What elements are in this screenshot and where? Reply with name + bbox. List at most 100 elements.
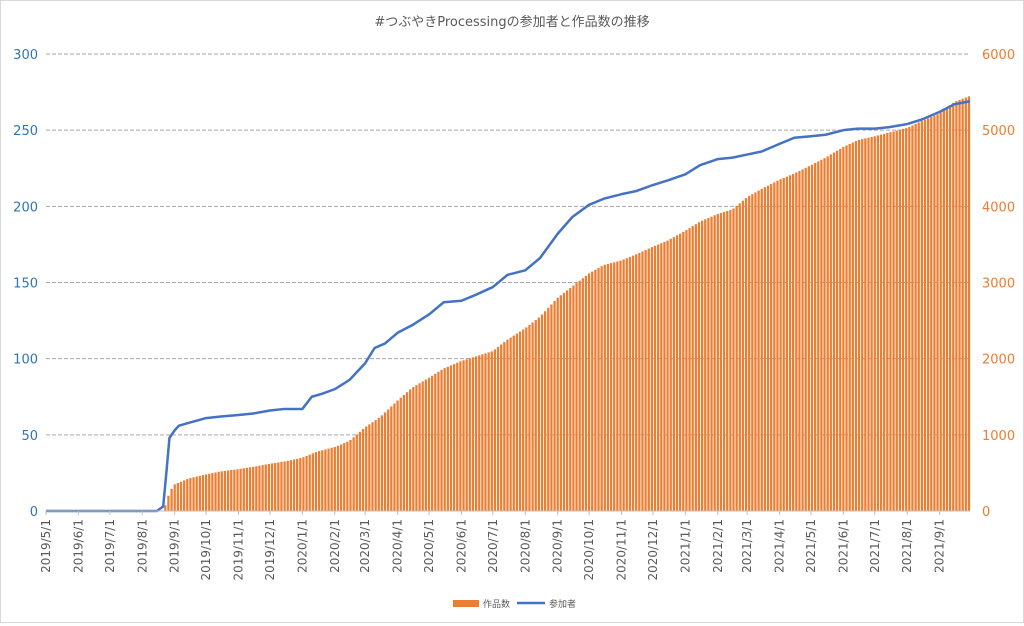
bar xyxy=(849,144,851,511)
bar xyxy=(582,278,584,511)
bar xyxy=(736,206,738,511)
bar xyxy=(205,474,207,511)
bar xyxy=(265,465,267,511)
x-tick-label: 2020/3/1 xyxy=(358,519,372,573)
bar xyxy=(566,290,568,511)
bar xyxy=(670,239,672,511)
bar xyxy=(321,450,323,511)
bar xyxy=(679,234,681,511)
bar xyxy=(805,168,807,511)
bar xyxy=(852,143,854,511)
bar xyxy=(519,332,521,511)
x-tick-label: 2021/5/1 xyxy=(804,519,818,573)
bar xyxy=(450,365,452,511)
bar xyxy=(952,103,954,511)
bar xyxy=(287,461,289,511)
bar xyxy=(418,383,420,511)
bar xyxy=(792,174,794,511)
bar xyxy=(619,261,621,511)
bar xyxy=(704,219,706,511)
bar xyxy=(877,135,879,511)
bar xyxy=(218,472,220,511)
y-left-tick-label: 0 xyxy=(30,505,38,520)
y-right-tick-label: 4000 xyxy=(982,200,1015,215)
y-left-tick-label: 300 xyxy=(13,48,38,63)
bar xyxy=(509,338,511,511)
bar xyxy=(481,354,483,511)
bar xyxy=(283,461,285,511)
bar xyxy=(770,184,772,511)
bar xyxy=(365,427,367,511)
x-tick-label: 2019/5/1 xyxy=(39,519,53,573)
bar xyxy=(940,113,942,511)
y-right-tick-label: 1000 xyxy=(982,429,1015,444)
bar xyxy=(233,470,235,511)
bar xyxy=(588,273,590,511)
bar xyxy=(324,449,326,511)
bar xyxy=(444,368,446,511)
bar xyxy=(290,460,292,511)
bar xyxy=(626,258,628,511)
bar xyxy=(751,194,753,511)
bar xyxy=(202,475,204,511)
bar xyxy=(908,127,910,511)
bar xyxy=(221,471,223,511)
bar xyxy=(610,263,612,511)
bar xyxy=(585,276,587,511)
bar xyxy=(560,295,562,511)
bar xyxy=(613,262,615,511)
bar xyxy=(789,175,791,511)
x-tick-label: 2019/8/1 xyxy=(135,519,149,573)
bar xyxy=(400,398,402,511)
x-tick-label: 2019/9/1 xyxy=(168,519,182,573)
bar xyxy=(632,256,634,511)
bar xyxy=(604,265,606,511)
legend-swatch-bar xyxy=(453,600,479,607)
bar xyxy=(196,477,198,511)
bar xyxy=(817,161,819,511)
bar xyxy=(563,293,565,511)
y-left-tick-label: 50 xyxy=(21,429,38,444)
bar xyxy=(227,470,229,511)
bar xyxy=(387,409,389,511)
x-tick-label: 2021/7/1 xyxy=(868,519,882,573)
x-tick-label: 2020/2/1 xyxy=(328,519,342,573)
bar xyxy=(836,151,838,511)
bar xyxy=(224,471,226,511)
y-left-tick-label: 250 xyxy=(13,124,38,139)
bar xyxy=(252,467,254,511)
legend: 作品数参加者 xyxy=(453,598,576,610)
bar xyxy=(644,250,646,511)
bar xyxy=(714,215,716,511)
bar xyxy=(845,145,847,511)
bar xyxy=(503,342,505,511)
bar xyxy=(889,132,891,511)
bar xyxy=(635,254,637,511)
bar xyxy=(211,473,213,511)
bar xyxy=(390,406,392,511)
x-tick-label: 2021/6/1 xyxy=(836,519,850,573)
bar xyxy=(447,367,449,511)
bar xyxy=(437,372,439,511)
legend-label-bar: 作品数 xyxy=(483,598,510,610)
bar xyxy=(949,105,951,511)
bar xyxy=(666,241,668,511)
bar xyxy=(692,226,694,511)
x-tick-label: 2020/1/1 xyxy=(295,519,309,573)
bar xyxy=(575,283,577,511)
bar xyxy=(597,268,599,511)
bar xyxy=(544,311,546,511)
y-right-tick-label: 6000 xyxy=(982,48,1015,63)
bar xyxy=(315,452,317,511)
bar xyxy=(657,245,659,511)
bar xyxy=(557,298,559,511)
x-tick-label: 2021/2/1 xyxy=(711,519,725,573)
bar xyxy=(927,118,929,511)
bar xyxy=(842,147,844,511)
x-tick-label: 2019/12/1 xyxy=(263,519,277,581)
bar xyxy=(189,478,191,511)
bar xyxy=(723,212,725,511)
bar xyxy=(406,392,408,511)
bar xyxy=(296,459,298,511)
